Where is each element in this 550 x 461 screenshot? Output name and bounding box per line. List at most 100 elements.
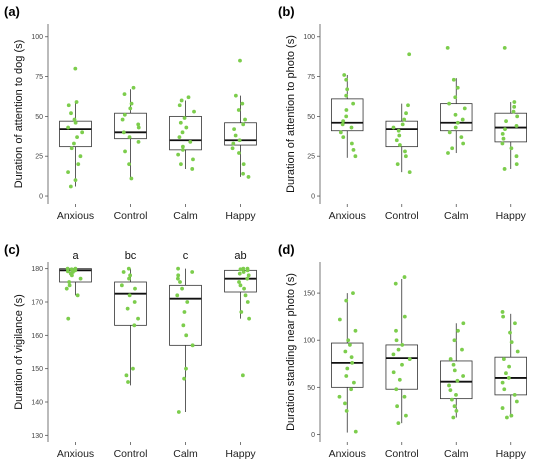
- data-point-c-happy-15: [240, 373, 245, 378]
- data-point-d-control-4: [394, 338, 399, 343]
- data-point-d-anxious-5: [347, 343, 352, 347]
- y-tick-label-a-50: 50: [35, 114, 43, 121]
- y-tick-label-a-0: 0: [39, 194, 43, 201]
- data-point-b-calm-11: [459, 135, 464, 139]
- data-point-d-calm-0: [461, 321, 466, 326]
- group-label-c-calm: c: [183, 250, 189, 262]
- data-point-a-happy-3: [236, 108, 241, 112]
- data-point-d-control-11: [397, 377, 402, 382]
- data-point-d-happy-10: [500, 380, 505, 385]
- data-point-c-anxious-12: [75, 293, 80, 298]
- data-point-a-calm-7: [180, 130, 185, 135]
- data-point-a-happy-2: [240, 101, 245, 106]
- data-point-c-happy-10: [242, 286, 246, 291]
- data-point-b-happy-12: [514, 154, 519, 159]
- data-point-b-calm-0: [445, 45, 450, 50]
- box-a-control: [114, 112, 147, 140]
- data-point-c-control-5: [133, 286, 137, 291]
- y-tick-label-b-25: 25: [307, 154, 315, 161]
- data-point-a-anxious-7: [80, 130, 85, 135]
- data-point-d-happy-0: [500, 310, 505, 314]
- data-point-d-calm-5: [451, 362, 456, 367]
- data-point-d-calm-13: [452, 404, 457, 409]
- y-tick-label-c-180: 180: [31, 266, 43, 273]
- y-tick-label-b-0: 0: [311, 194, 315, 201]
- data-point-d-happy-7: [507, 364, 511, 369]
- data-point-d-calm-12: [450, 397, 454, 402]
- data-point-d-happy-14: [500, 406, 505, 410]
- data-point-c-anxious-9: [67, 280, 72, 284]
- data-point-c-happy-6: [246, 273, 251, 278]
- box-d-control: [385, 344, 418, 390]
- data-point-b-calm-2: [455, 85, 460, 90]
- data-point-a-anxious-11: [78, 154, 83, 159]
- data-point-b-control-2: [404, 111, 408, 116]
- data-point-a-happy-12: [241, 162, 246, 167]
- x-tick-label-b-control: Control: [385, 210, 419, 222]
- data-point-a-control-13: [129, 176, 134, 181]
- y-tick-label-a-75: 75: [35, 74, 43, 81]
- data-point-d-calm-10: [448, 388, 453, 393]
- data-point-d-anxious-2: [337, 317, 342, 322]
- data-point-d-happy-6: [501, 357, 506, 361]
- data-point-a-happy-5: [241, 122, 246, 127]
- data-point-b-control-6: [396, 128, 401, 133]
- data-point-c-calm-13: [182, 376, 187, 381]
- data-point-a-control-1: [122, 92, 127, 96]
- y-tick-label-a-100: 100: [31, 34, 43, 41]
- data-point-a-happy-0: [238, 58, 242, 63]
- data-point-a-anxious-12: [76, 162, 81, 167]
- data-point-d-anxious-4: [346, 338, 351, 343]
- data-point-b-happy-2: [512, 104, 517, 109]
- data-point-d-control-6: [396, 347, 401, 352]
- data-point-c-calm-11: [190, 343, 195, 348]
- data-point-c-happy-9: [238, 283, 243, 288]
- data-point-b-happy-3: [511, 109, 516, 114]
- box-b-anxious: [331, 98, 364, 132]
- data-point-a-calm-11: [180, 147, 185, 152]
- data-point-a-calm-0: [186, 95, 191, 100]
- data-point-c-happy-12: [245, 300, 250, 304]
- data-point-c-control-11: [131, 366, 135, 371]
- data-point-b-happy-11: [509, 146, 514, 151]
- x-tick-label-a-anxious: Anxious: [57, 210, 94, 222]
- data-point-b-anxious-1: [344, 77, 349, 82]
- data-point-a-calm-1: [179, 98, 184, 103]
- data-point-c-calm-14: [176, 410, 181, 414]
- box-d-happy: [494, 356, 527, 396]
- data-point-a-control-2: [129, 101, 134, 106]
- data-point-d-happy-15: [509, 413, 514, 418]
- panel-label-c: (c): [4, 242, 20, 257]
- y-axis-label-b: Duration of attention to photo (s): [285, 35, 297, 193]
- data-point-d-control-8: [407, 357, 412, 361]
- data-point-c-control-4: [119, 283, 124, 288]
- data-point-d-calm-3: [460, 347, 464, 352]
- data-point-b-calm-1: [451, 77, 456, 82]
- data-point-d-control-3: [394, 328, 398, 333]
- x-tick-label-b-calm: Calm: [444, 210, 469, 222]
- data-point-a-calm-12: [176, 152, 181, 157]
- y-tick-label-c-130: 130: [31, 433, 43, 440]
- data-point-d-happy-9: [506, 376, 511, 380]
- data-point-d-calm-8: [455, 378, 460, 383]
- x-tick-label-d-anxious: Anxious: [329, 448, 366, 460]
- data-point-c-calm-2: [176, 273, 181, 278]
- data-point-a-control-3: [128, 106, 133, 111]
- panel-label-b: (b): [278, 4, 295, 19]
- box-c-control: [114, 281, 147, 326]
- y-axis-label-a: Duration of attention to dog (s): [13, 40, 25, 189]
- data-point-a-control-11: [123, 149, 127, 154]
- data-point-a-control-7: [136, 125, 141, 130]
- data-point-d-control-13: [402, 394, 407, 399]
- data-point-c-calm-12: [184, 366, 188, 371]
- data-point-d-anxious-1: [344, 298, 349, 303]
- data-point-d-calm-6: [452, 368, 457, 373]
- data-point-d-happy-2: [513, 321, 517, 326]
- data-point-b-happy-1: [512, 100, 517, 104]
- data-point-a-control-9: [127, 135, 132, 139]
- data-point-b-anxious-2: [345, 87, 350, 92]
- data-point-a-calm-10: [180, 144, 185, 149]
- data-point-c-anxious-13: [66, 316, 71, 321]
- data-point-b-anxious-4: [351, 101, 356, 106]
